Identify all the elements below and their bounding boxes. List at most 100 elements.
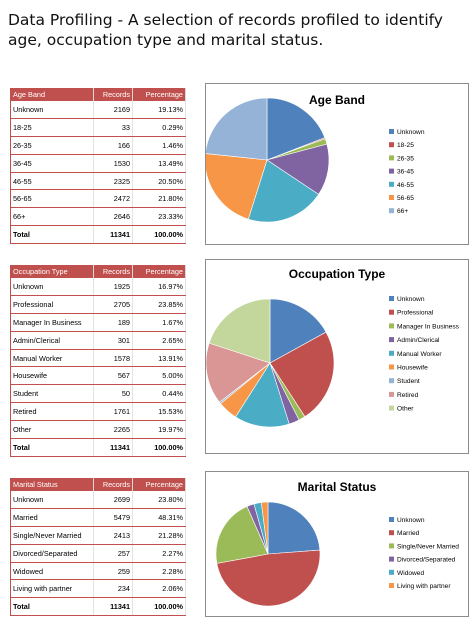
- pie-slice-unknown: [269, 298, 327, 364]
- row-label: Widowed: [10, 562, 94, 581]
- occupation-type-pie-chart: Occupation Type Unknown Professional Manage…: [206, 267, 460, 428]
- table-row: 18-25 33 0.29%: [10, 118, 186, 137]
- table-row: Housewife 567 5.00%: [10, 366, 186, 386]
- occupation-type-chart: Occupation Type Unknown Professional Manage…: [205, 259, 469, 454]
- pie-slice-married: [216, 549, 321, 607]
- pie-slice-single-never-married: [215, 506, 269, 564]
- row-percentage: 23.85%: [132, 295, 186, 314]
- row-percentage: 23.33%: [132, 207, 186, 227]
- legend-label: Unknown: [397, 296, 425, 303]
- table-row: Retired 1761 15.53%: [10, 402, 186, 422]
- row-records: 2413: [93, 526, 133, 545]
- legend-swatch: [389, 556, 394, 562]
- row-percentage: 1.46%: [132, 136, 186, 155]
- table-header-row: Occupation Type Records Percentage: [10, 265, 186, 278]
- legend-swatch: [389, 296, 394, 301]
- table-row: Single/Never Married 2413 21.28%: [10, 526, 186, 545]
- table-row: Married 5479 48.31%: [10, 508, 186, 527]
- legend-swatch: [389, 530, 394, 536]
- row-records: 2265: [93, 420, 133, 440]
- row-label: Housewife: [10, 366, 94, 386]
- legend-swatch: [389, 391, 394, 397]
- legend-swatch: [389, 181, 394, 187]
- legend-swatch: [389, 155, 394, 161]
- row-records: 1530: [93, 154, 133, 173]
- row-records: 257: [93, 544, 133, 563]
- page-title: Data Profiling - A selection of records …: [8, 11, 443, 49]
- column-header: Age Band: [10, 88, 94, 101]
- row-percentage: 13.91%: [132, 349, 186, 368]
- pie-slice-36-45: [266, 143, 330, 195]
- pie-slice-manual-worker: [235, 362, 290, 428]
- column-header: Records: [93, 265, 133, 278]
- pie-slice-unknown: [266, 97, 326, 161]
- legend-swatch: [389, 583, 394, 588]
- table-row: Manager In Business 189 1.67%: [10, 313, 186, 332]
- row-label: 26-35: [10, 136, 94, 155]
- row-records: 301: [93, 331, 133, 350]
- row-records: 2472: [93, 189, 133, 209]
- chart-title: Age Band: [309, 93, 365, 107]
- legend-swatch: [389, 195, 394, 200]
- legend-swatch: [389, 168, 394, 174]
- legend-swatch: [389, 323, 394, 329]
- legend-label: 26-35: [397, 155, 414, 162]
- table-total-row: Total 11341 100.00%: [10, 225, 186, 245]
- legend-swatch: [389, 208, 394, 214]
- legend-label: Living with partner: [397, 583, 451, 590]
- table-row: Unknown 2169 19.13%: [10, 101, 186, 119]
- row-label: 66+: [10, 207, 94, 227]
- row-percentage: 1.67%: [132, 313, 186, 332]
- pie-slice-66-: [206, 97, 268, 161]
- row-label: 46-55: [10, 172, 94, 191]
- pie-slice-other: [208, 298, 271, 364]
- legend-swatch: [389, 543, 394, 549]
- total-label: Total: [10, 597, 94, 617]
- row-records: 50: [93, 384, 133, 404]
- row-label: Unknown: [10, 491, 94, 509]
- legend-swatch: [389, 129, 394, 134]
- row-label: 56-65: [10, 189, 94, 209]
- row-percentage: 48.31%: [132, 508, 186, 527]
- pie-slice-unknown: [267, 501, 321, 555]
- marital-status-pie-chart: Marital Status Unknown Married Single/Never…: [215, 480, 459, 607]
- legend-swatch: [389, 569, 394, 575]
- column-header: Percentage: [132, 265, 186, 278]
- row-records: 2705: [93, 295, 133, 314]
- row-percentage: 16.97%: [132, 278, 186, 296]
- column-header: Records: [93, 478, 133, 491]
- row-label: Divorced/Separated: [10, 544, 94, 563]
- row-percentage: 15.53%: [132, 402, 186, 422]
- row-records: 2325: [93, 172, 133, 191]
- total-label: Total: [10, 225, 94, 245]
- row-percentage: 21.80%: [132, 189, 186, 209]
- row-label: Unknown: [10, 101, 94, 119]
- legend-swatch: [389, 142, 394, 148]
- legend-label: Widowed: [397, 570, 424, 577]
- row-records: 1925: [93, 278, 133, 296]
- row-records: 189: [93, 313, 133, 332]
- table-row: 26-35 166 1.46%: [10, 136, 186, 155]
- table-header-row: Marital Status Records Percentage: [10, 478, 186, 491]
- legend-label: Retired: [397, 392, 419, 399]
- row-records: 234: [93, 579, 133, 599]
- row-percentage: 20.50%: [132, 172, 186, 191]
- chart-title: Occupation Type: [289, 267, 386, 281]
- row-records: 166: [93, 136, 133, 155]
- legend-swatch: [389, 364, 394, 370]
- row-percentage: 0.44%: [132, 384, 186, 404]
- table-row: Unknown 1925 16.97%: [10, 278, 186, 296]
- legend-label: 36-45: [397, 169, 414, 176]
- table-row: Professional 2705 23.85%: [10, 295, 186, 314]
- column-header: Records: [93, 88, 133, 101]
- age-band-chart: Age Band Unknown 18-25 26-35 36-45 46-55 56-65…: [205, 83, 469, 245]
- chart-title: Marital Status: [298, 480, 377, 494]
- row-records: 5479: [93, 508, 133, 527]
- row-records: 1578: [93, 349, 133, 368]
- table-row: Student 50 0.44%: [10, 384, 186, 404]
- row-label: Manual Worker: [10, 349, 94, 368]
- legend-label: Manager In Business: [397, 323, 460, 330]
- table-row: Admin/Clerical 301 2.65%: [10, 331, 186, 350]
- total-label: Total: [10, 438, 94, 457]
- row-records: 259: [93, 562, 133, 581]
